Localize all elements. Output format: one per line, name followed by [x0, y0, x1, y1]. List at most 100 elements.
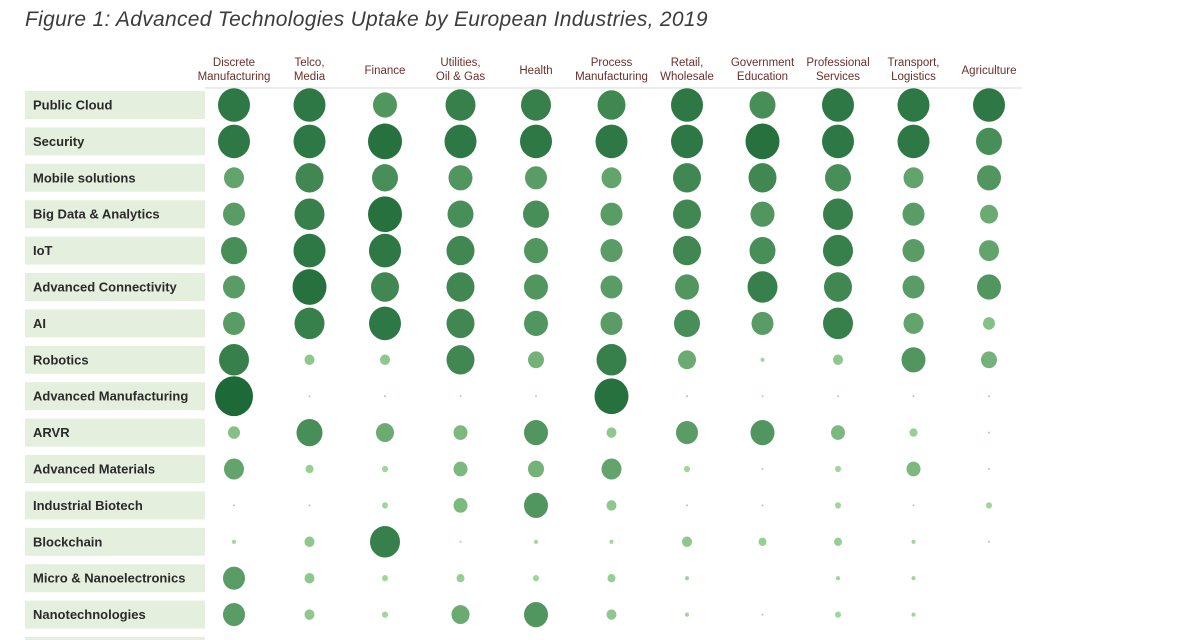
- bubble: [594, 378, 629, 415]
- bubble: [228, 426, 240, 439]
- column-header-line: Agriculture: [962, 65, 1017, 77]
- bubble: [445, 89, 476, 121]
- column-header: Discrete Manufacturing: [198, 57, 271, 83]
- bubble: [749, 91, 776, 119]
- row-label-box: [25, 273, 205, 301]
- bubble: [749, 236, 776, 265]
- bubble: [380, 354, 390, 366]
- bubble: [224, 458, 244, 480]
- column-header: Telco, Media: [294, 57, 326, 83]
- bubble: [747, 271, 778, 303]
- bubble: [218, 124, 250, 159]
- bubble: [977, 165, 1001, 191]
- column-header-line: Manufacturing: [198, 71, 271, 83]
- row-label-box: [25, 491, 205, 520]
- row-label-box: [25, 564, 205, 593]
- bubble: [371, 272, 399, 302]
- bubble: [983, 317, 995, 330]
- bubble: [521, 89, 551, 121]
- row: IoT: [25, 233, 999, 268]
- bubble: [382, 575, 388, 582]
- bubble: [370, 526, 400, 558]
- column-header-line: Utilities,: [440, 57, 480, 69]
- bubble: [528, 351, 544, 369]
- bubble: [977, 274, 1001, 300]
- bubble: [676, 421, 698, 445]
- bubble: [223, 311, 245, 335]
- bubble: [293, 88, 326, 122]
- column-header-line: Education: [737, 71, 788, 83]
- bubble: [988, 395, 990, 398]
- bubble: [761, 504, 764, 507]
- bubble: [758, 537, 767, 546]
- bubble: [912, 504, 915, 507]
- bubble: [523, 200, 549, 228]
- bubble: [976, 127, 1002, 156]
- bubble: [607, 574, 616, 583]
- bubble: [761, 468, 764, 470]
- bubble: [595, 124, 628, 159]
- bubble: [822, 124, 854, 159]
- row-label: Mobile solutions: [33, 170, 136, 185]
- bubble: [750, 201, 775, 227]
- row: Big Data & Analytics: [25, 196, 998, 233]
- column-header-line: Oil & Gas: [436, 71, 485, 83]
- bubble: [903, 312, 924, 334]
- column-header-line: Media: [294, 71, 326, 83]
- row: Industrial Biotech: [25, 491, 992, 520]
- column-header: Health: [519, 65, 552, 77]
- row-label: Big Data & Analytics: [33, 207, 160, 222]
- bubble: [685, 576, 689, 581]
- bubble: [456, 574, 465, 583]
- bubble: [308, 395, 311, 398]
- bubble: [533, 575, 539, 582]
- column-header: Utilities, Oil & Gas: [436, 57, 485, 83]
- bubble: [453, 425, 468, 440]
- bubble: [446, 272, 475, 302]
- row-label: Advanced Materials: [33, 462, 155, 477]
- column-header: Agriculture: [962, 65, 1017, 77]
- bubble: [304, 354, 315, 366]
- row-label-box: [25, 91, 205, 119]
- row: AI: [25, 306, 995, 341]
- bubble: [981, 351, 997, 369]
- bubble: [609, 539, 614, 544]
- bubble: [368, 196, 402, 233]
- row-label-box: [25, 236, 205, 265]
- bubble: [304, 536, 315, 548]
- bubble: [218, 88, 250, 122]
- bubble: [305, 464, 314, 474]
- bubble: [823, 234, 853, 267]
- bubble: [233, 504, 235, 507]
- row-label-box: [25, 163, 205, 192]
- bubble: [748, 163, 777, 193]
- column-header: Government Education: [731, 57, 795, 83]
- row: Public Cloud: [25, 88, 1005, 122]
- row-label-box-partial: [25, 637, 205, 640]
- row: Advanced Manufacturing: [25, 376, 990, 417]
- row-label-box: [25, 309, 205, 338]
- bubble: [596, 344, 627, 376]
- bubble: [459, 395, 462, 398]
- bubble: [671, 88, 703, 122]
- bubble: [221, 236, 247, 265]
- column-header-line: Manufacturing: [575, 71, 648, 83]
- row: Nanotechnologies: [25, 600, 916, 629]
- bubble: [308, 504, 311, 507]
- bubble: [671, 124, 703, 159]
- row-label: Advanced Connectivity: [33, 280, 178, 295]
- row-label-box: [25, 418, 205, 447]
- bubble: [293, 233, 326, 268]
- bubble: [601, 458, 622, 480]
- bubble: [761, 395, 764, 398]
- bubble: [674, 309, 700, 338]
- row-label: Micro & Nanoelectronics: [33, 571, 185, 586]
- chart-title: Figure 1: Advanced Technologies Uptake b…: [25, 8, 708, 31]
- bubble: [835, 611, 841, 618]
- bubble: [372, 164, 398, 192]
- bubble: [831, 425, 845, 440]
- bubble: [293, 124, 326, 159]
- bubble: [825, 164, 851, 192]
- column-header-line: Government: [731, 57, 795, 69]
- bubble: [373, 92, 397, 118]
